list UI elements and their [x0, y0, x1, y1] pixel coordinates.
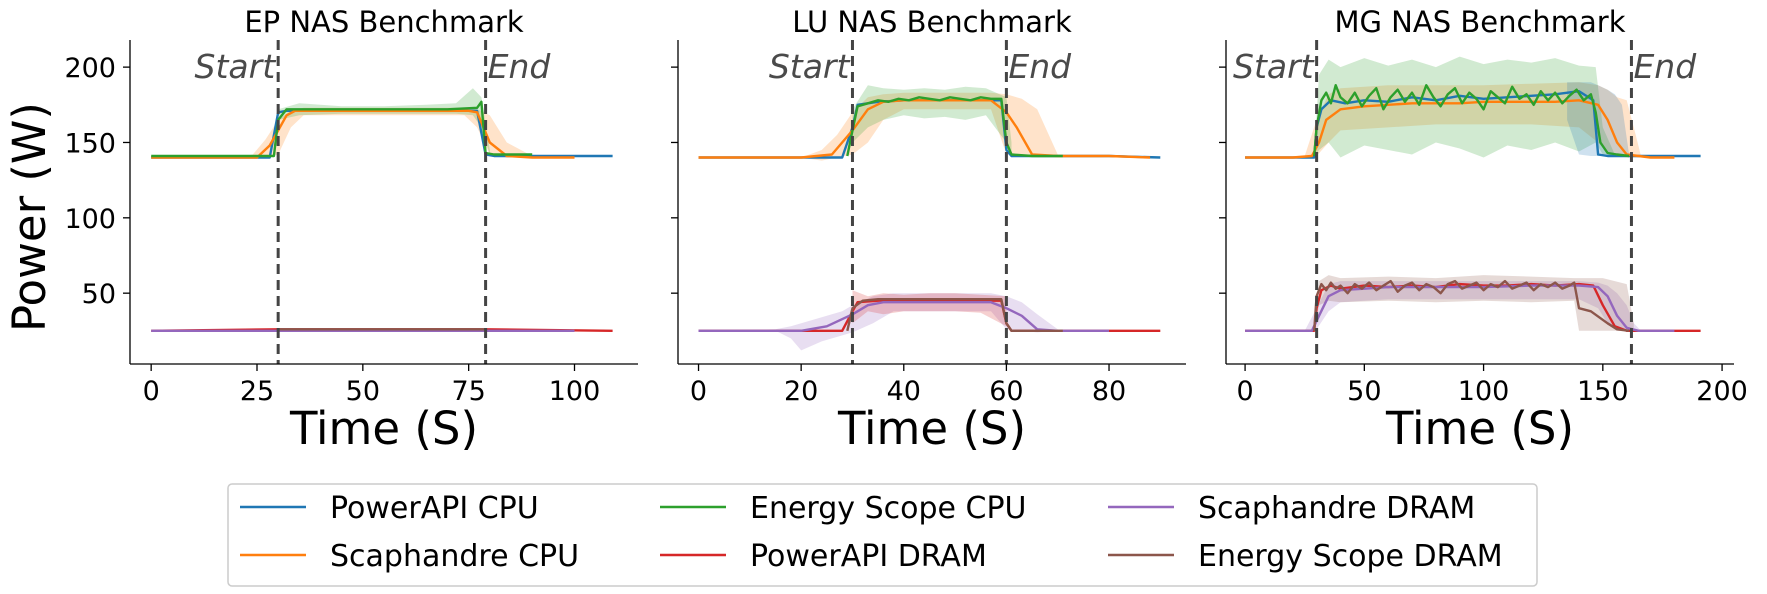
x-tick-label: 80 — [1092, 376, 1126, 407]
band-energy-scope-dram — [1314, 275, 1634, 331]
x-tick-label: 50 — [346, 376, 380, 407]
subplot-1: EP NAS Benchmark Start End 50 100 150 200 0 25 50… — [64, 5, 638, 455]
x-tick-label: 75 — [451, 376, 485, 407]
x-tick-label: 0 — [1236, 376, 1253, 407]
legend-label-energy-scope-dram: Energy Scope DRAM — [1198, 539, 1503, 574]
series-lines — [1245, 83, 1701, 332]
y-tick-label: 200 — [64, 53, 116, 84]
legend: PowerAPI CPU Scaphandre CPU Energy Scope C… — [227, 483, 1538, 587]
end-annotation: End — [488, 47, 552, 86]
end-annotation: End — [1008, 47, 1072, 86]
x-tick-label: 100 — [1458, 376, 1510, 407]
x-axis-label: Time (S) — [289, 402, 478, 455]
x-tick-label: 0 — [690, 376, 707, 407]
y-tick-label: 100 — [64, 204, 116, 235]
line-scaphandre-cpu — [1245, 99, 1675, 159]
band-energy-scope-cpu — [1314, 56, 1615, 158]
legend-label-energy-scope-cpu: Energy Scope CPU — [750, 491, 1027, 526]
band-scaphandre-dram — [698, 293, 1058, 351]
y-tick-label: 150 — [64, 128, 116, 159]
x-tick-label: 50 — [1347, 376, 1381, 407]
band-scaphandre-cpu — [151, 107, 575, 158]
legend-label-powerapi-dram: PowerAPI DRAM — [750, 539, 987, 574]
legend-label-powerapi-cpu: PowerAPI CPU — [330, 491, 539, 526]
x-axis-label: Time (S) — [1385, 402, 1574, 455]
start-annotation: Start — [195, 47, 277, 86]
start-annotation: Start — [1233, 47, 1315, 86]
band-energy-scope-cpu — [278, 88, 490, 155]
legend-label-scaphandre-cpu: Scaphandre CPU — [330, 539, 579, 574]
band-scaphandre-dram — [1304, 281, 1641, 331]
line-energy-scope-cpu — [1313, 83, 1630, 158]
subplot-title: LU NAS Benchmark — [792, 5, 1072, 39]
line-powerapi-cpu — [1245, 89, 1701, 159]
line-energy-scope-cpu — [846, 96, 1063, 158]
x-tick-label: 60 — [989, 376, 1023, 407]
legend-label-scaphandre-dram: Scaphandre DRAM — [1198, 491, 1475, 526]
y-tick-label: 50 — [82, 279, 116, 310]
line-energy-scope-dram — [1313, 279, 1630, 332]
x-tick-label: 100 — [549, 376, 601, 407]
y-axis-label: Power (W) — [3, 102, 56, 332]
line-powerapi-cpu — [151, 109, 613, 159]
line-energy-scope-dram — [846, 298, 1063, 332]
series-lines — [151, 100, 613, 332]
line-energy-scope-cpu — [151, 100, 533, 158]
series-lines — [698, 96, 1161, 332]
line-scaphandre-dram — [698, 301, 1109, 332]
confidence-bands — [151, 88, 575, 158]
x-tick-label: 40 — [887, 376, 921, 407]
start-annotation: Start — [769, 47, 851, 86]
x-tick-label: 20 — [784, 376, 818, 407]
legend-frame — [227, 483, 1538, 587]
subplot-title: EP NAS Benchmark — [244, 5, 524, 39]
subplot-3: MG NAS Benchmark Start End 0 50 100 150 200 Time… — [1219, 5, 1748, 455]
x-axis-label: Time (S) — [837, 402, 1026, 455]
end-annotation: End — [1633, 47, 1697, 86]
line-scaphandre-cpu — [151, 109, 575, 159]
confidence-bands — [698, 85, 1109, 351]
x-tick-label: 25 — [240, 376, 274, 407]
x-tick-label: 200 — [1696, 376, 1748, 407]
subplot-title: MG NAS Benchmark — [1334, 5, 1625, 39]
x-tick-label: 150 — [1577, 376, 1629, 407]
band-energy-scope-cpu — [852, 85, 1012, 156]
subplot-2: LU NAS Benchmark Start End 0 20 40 60 80 Time (S… — [671, 5, 1186, 455]
x-tick-label: 0 — [143, 376, 160, 407]
line-scaphandre-dram — [1245, 284, 1675, 332]
